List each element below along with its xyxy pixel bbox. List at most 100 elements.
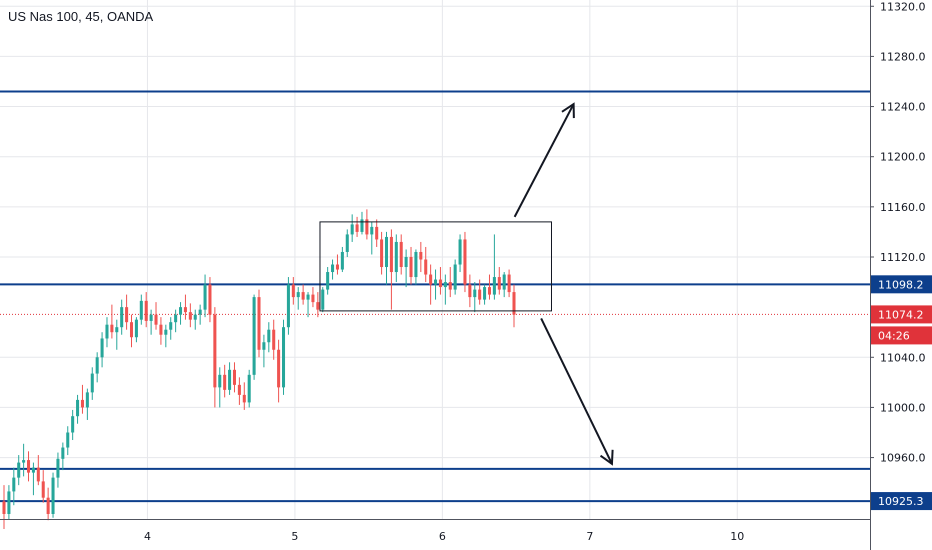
candle [473, 282, 477, 313]
candle-body [149, 314, 153, 321]
candle-body [41, 481, 45, 498]
candle-body [463, 239, 467, 285]
candle-body [380, 239, 384, 268]
support-resistance-levels[interactable] [0, 90, 870, 503]
candle-body [154, 314, 158, 325]
candle-body [164, 329, 168, 335]
candle-body [438, 279, 442, 288]
candle [404, 249, 408, 288]
candle [228, 362, 232, 395]
axes [0, 0, 871, 550]
candle [311, 287, 315, 308]
candle-body [355, 224, 359, 232]
candle-body [370, 226, 374, 235]
candle [321, 287, 325, 313]
candle-body [497, 277, 501, 290]
candle-body [468, 284, 472, 298]
candle-body [237, 384, 241, 395]
candle [237, 377, 241, 405]
candle-body [429, 274, 433, 285]
candle-body [139, 300, 143, 320]
candle-body [326, 272, 330, 290]
candle-body [257, 297, 261, 350]
candle-body [22, 460, 26, 463]
candle-body [507, 274, 511, 293]
candle [125, 294, 129, 330]
candle [129, 314, 134, 348]
candle [198, 304, 202, 325]
candle [262, 334, 266, 368]
candle-body [296, 292, 300, 298]
candle-body [193, 314, 197, 320]
candle-body [434, 279, 438, 285]
candle-body [125, 307, 129, 323]
candle [105, 317, 109, 348]
candle-body [350, 224, 354, 235]
candle-body [85, 392, 89, 408]
candle [242, 382, 246, 410]
candle [434, 269, 438, 300]
candle [247, 369, 251, 408]
price-axis[interactable]: 11320.0 11280.0 11240.0 11200.0 11160.0 11120… [870, 0, 926, 465]
candle [355, 216, 359, 237]
projection-arrows[interactable] [513, 102, 614, 466]
candle [365, 209, 369, 240]
y-tick-label: 11040.0 [880, 351, 926, 364]
candle [384, 231, 389, 285]
candle [41, 470, 45, 503]
candle-body [90, 373, 94, 393]
candle-body [46, 497, 50, 514]
candle-body [453, 264, 457, 290]
candle [95, 352, 99, 383]
candle-body [203, 284, 207, 310]
candle [193, 309, 197, 330]
candle [208, 277, 212, 323]
candle-body [56, 458, 60, 478]
arrow-head [561, 102, 575, 119]
candle-body [502, 274, 506, 290]
current-price-badge-text: 11074.2 [878, 308, 924, 321]
candle [159, 317, 163, 345]
candle-body [311, 294, 315, 303]
candle [17, 455, 21, 486]
candle [183, 294, 187, 320]
candle [115, 319, 119, 350]
x-tick-label: 7 [586, 530, 593, 543]
candle-body [291, 284, 295, 298]
candle-body [414, 251, 418, 278]
candle [257, 289, 261, 358]
candle [448, 267, 452, 298]
candle-body [242, 394, 246, 403]
candle-body [2, 501, 6, 514]
candle-body [17, 462, 21, 478]
candle-body [448, 282, 452, 290]
consolidation-range-box[interactable] [319, 221, 552, 312]
candle-body [129, 322, 134, 338]
candle [164, 324, 168, 348]
candle [291, 277, 295, 305]
level-badge-text: 10925.3 [878, 495, 924, 508]
candle [487, 274, 492, 300]
time-axis[interactable]: 4 5 6 7 10 [144, 530, 744, 543]
candle-body [316, 302, 320, 310]
countdown-badge-text: 04:26 [878, 329, 910, 342]
candle [375, 219, 379, 247]
candle [22, 443, 26, 477]
arrow-head [599, 449, 614, 466]
current-price-badge: 11074.2 [871, 305, 932, 324]
candle-body [223, 374, 227, 390]
candle-body [286, 284, 290, 328]
candle-body [61, 447, 65, 459]
candle-body [26, 460, 31, 473]
candle [218, 367, 222, 408]
candle-body [424, 259, 428, 275]
y-tick-label: 11000.0 [880, 401, 926, 414]
candle-body [492, 277, 496, 295]
candle [360, 211, 364, 235]
candle-body [389, 236, 393, 273]
candle [134, 317, 138, 343]
candle [252, 294, 256, 380]
x-tick-label: 10 [730, 530, 744, 543]
candle [326, 267, 330, 295]
